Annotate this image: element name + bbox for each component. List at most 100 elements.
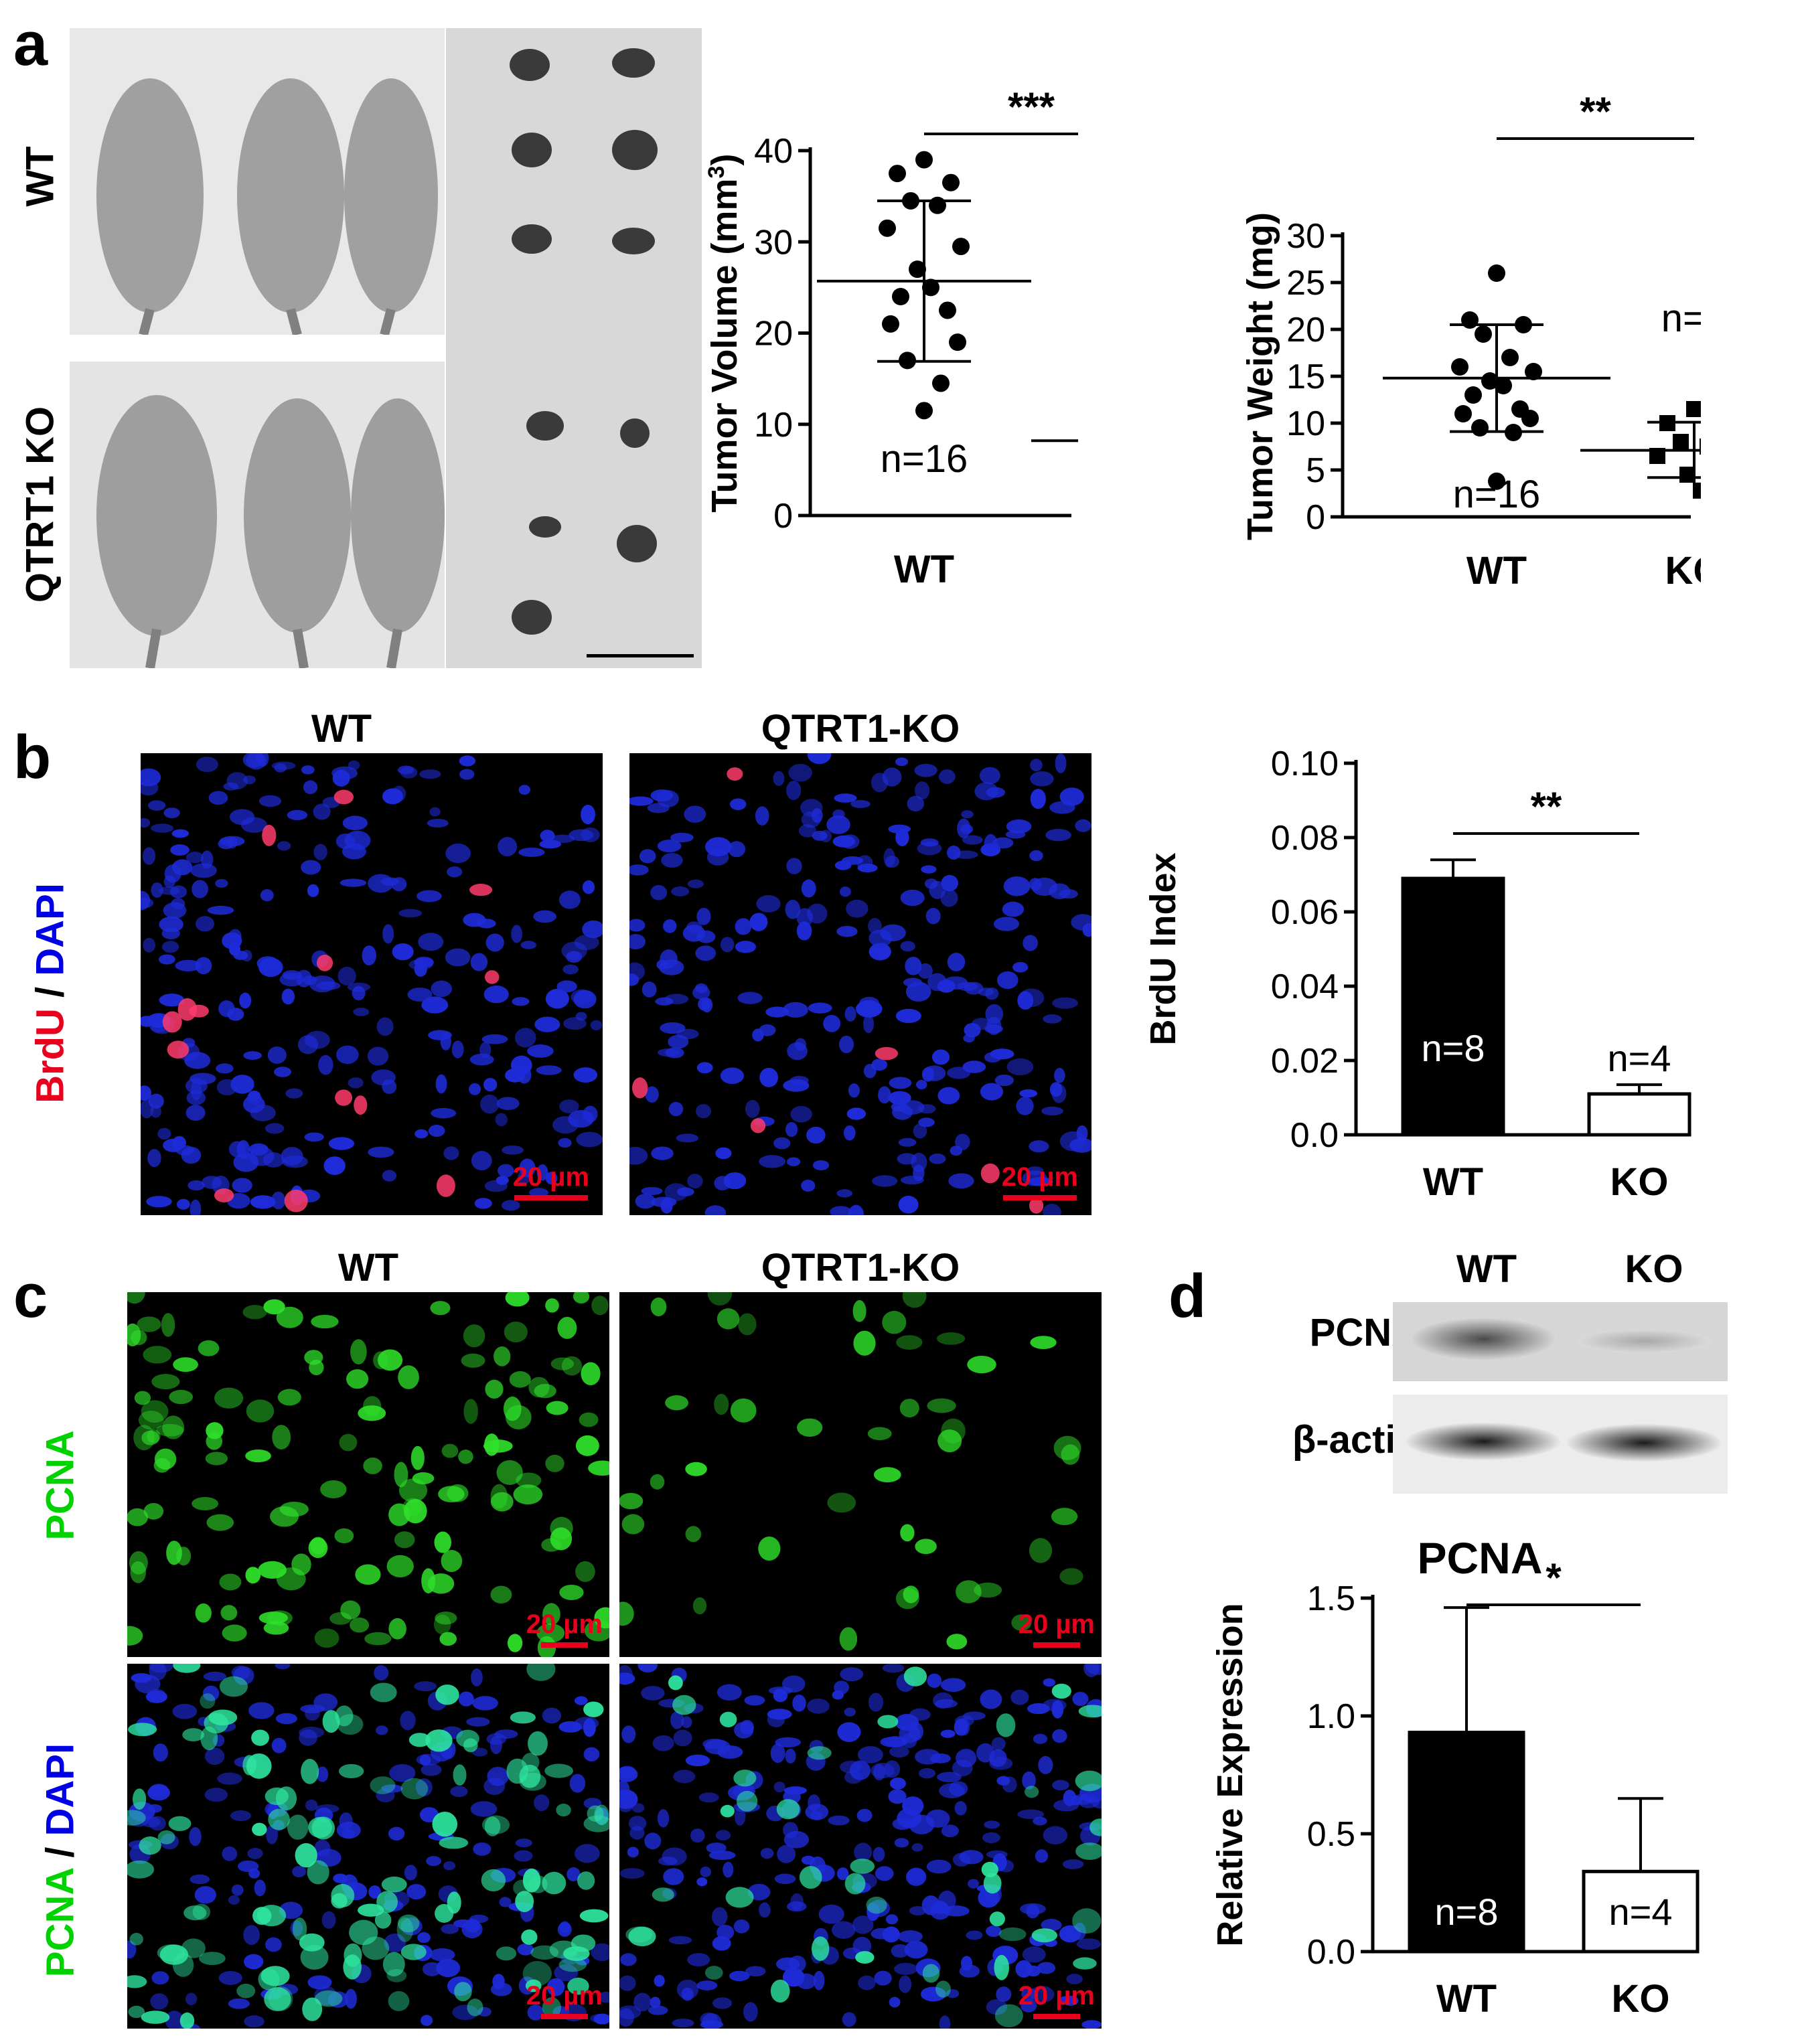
cell-nucleus	[587, 1805, 604, 1822]
cell-nucleus	[185, 1105, 206, 1121]
cell-nucleus	[230, 1810, 252, 1822]
cell-nucleus	[834, 793, 857, 803]
x-tick-label: WT	[1466, 549, 1527, 593]
scale-bar	[540, 2014, 588, 2019]
cell-nucleus	[1021, 1988, 1037, 2000]
cell-nucleus	[1085, 1664, 1102, 1675]
cell-nucleus	[323, 1156, 346, 1176]
cell-nucleus	[428, 1125, 445, 1137]
cell-nucleus	[454, 1982, 472, 2002]
cell-nucleus	[575, 1561, 595, 1582]
cell-nucleus	[558, 1957, 587, 1972]
cell-nucleus	[362, 945, 376, 966]
scale-bar	[514, 1195, 588, 1200]
cell-nucleus	[345, 1988, 357, 2009]
cell-nucleus	[846, 899, 869, 918]
cell-nucleus	[198, 1340, 220, 1356]
cell-nucleus	[378, 1349, 403, 1371]
cell-nucleus	[717, 1924, 735, 1940]
cell-nucleus	[421, 1568, 436, 1593]
cell-nucleus	[989, 1911, 1005, 1927]
cell-nucleus	[333, 789, 354, 805]
cell-nucleus	[499, 1897, 512, 1907]
cell-nucleus	[367, 1046, 389, 1066]
scale-bar-label: 20 µm	[526, 1609, 603, 1648]
cell-nucleus	[1072, 1908, 1102, 1934]
cell-nucleus	[1051, 1508, 1078, 1526]
cell-nucleus	[715, 1830, 731, 1841]
data-point	[929, 196, 946, 214]
cell-nucleus	[415, 1778, 433, 1797]
cell-nucleus	[665, 1395, 688, 1411]
cell-nucleus	[904, 1940, 928, 1959]
cell-nucleus	[1053, 1799, 1079, 1812]
cell-nucleus	[698, 1792, 719, 1803]
cell-nucleus	[665, 1047, 684, 1058]
cell-nucleus	[127, 1508, 149, 1526]
cell-nucleus	[660, 1198, 673, 1214]
cell-nucleus	[706, 1842, 727, 1854]
cell-nucleus	[1038, 1755, 1053, 1775]
cell-nucleus	[914, 763, 937, 777]
cell-nucleus	[544, 1763, 573, 1778]
cell-nucleus	[840, 1667, 864, 1682]
cell-nucleus	[392, 943, 414, 961]
cell-nucleus	[276, 1306, 303, 1328]
cell-nucleus	[219, 1573, 242, 1591]
cell-nucleus	[394, 1531, 415, 1549]
cell-nucleus	[963, 1711, 986, 1721]
cell-nucleus	[307, 1975, 332, 1990]
cell-nucleus	[484, 1816, 501, 1836]
cell-nucleus	[435, 1684, 459, 1705]
cell-nucleus	[948, 1173, 974, 1189]
cell-nucleus	[483, 1077, 498, 1092]
cell-nucleus	[939, 1783, 965, 1799]
cell-nucleus	[695, 1104, 712, 1119]
cell-nucleus	[885, 1914, 899, 1925]
cell-nucleus	[650, 789, 674, 802]
cell-nucleus	[418, 933, 444, 951]
cell-nucleus	[850, 1859, 875, 1874]
cell-nucleus	[228, 1895, 240, 1905]
label-pcna: PCNA	[38, 1430, 82, 1541]
cell-nucleus	[696, 907, 711, 925]
cell-nucleus	[447, 866, 463, 878]
cell-nucleus	[652, 1735, 674, 1751]
data-point	[942, 173, 960, 191]
cell-nucleus	[889, 1996, 901, 2008]
row-label-pcna: PCNA	[38, 1392, 83, 1579]
cell-nucleus	[453, 1764, 467, 1786]
y-tick-label: 20	[754, 315, 793, 353]
cell-nucleus	[159, 916, 183, 933]
data-point	[1515, 316, 1532, 333]
cell-nucleus	[282, 970, 302, 980]
cell-nucleus	[582, 920, 603, 939]
cell-nucleus	[856, 1808, 873, 1822]
cell-nucleus	[853, 1330, 876, 1356]
cell-nucleus	[590, 1020, 603, 1030]
cell-nucleus	[799, 1866, 822, 1889]
cell-nucleus	[421, 2015, 433, 2027]
cell-nucleus	[985, 1004, 1004, 1024]
cell-nucleus	[619, 2008, 635, 2027]
cell-nucleus	[1029, 1197, 1044, 1214]
cell-nucleus	[459, 755, 476, 767]
cell-nucleus	[207, 905, 234, 915]
cell-nucleus	[583, 1718, 596, 1737]
cell-nucleus	[1051, 1683, 1071, 1699]
cell-nucleus	[668, 1034, 689, 1049]
cell-nucleus	[943, 976, 968, 990]
cell-nucleus	[873, 1467, 901, 1483]
cell-nucleus	[1075, 1842, 1102, 1860]
cell-nucleus	[1023, 935, 1038, 951]
cell-nucleus	[729, 1970, 750, 1982]
cell-nucleus	[228, 1141, 246, 1158]
cell-nucleus	[508, 1634, 523, 1652]
data-point	[922, 279, 939, 297]
cell-nucleus	[461, 1353, 485, 1368]
cell-nucleus	[696, 1980, 718, 1990]
cell-nucleus	[830, 1206, 852, 1215]
cell-nucleus	[191, 1080, 202, 1101]
cell-nucleus	[720, 1067, 745, 1085]
cell-nucleus	[417, 1932, 431, 1944]
